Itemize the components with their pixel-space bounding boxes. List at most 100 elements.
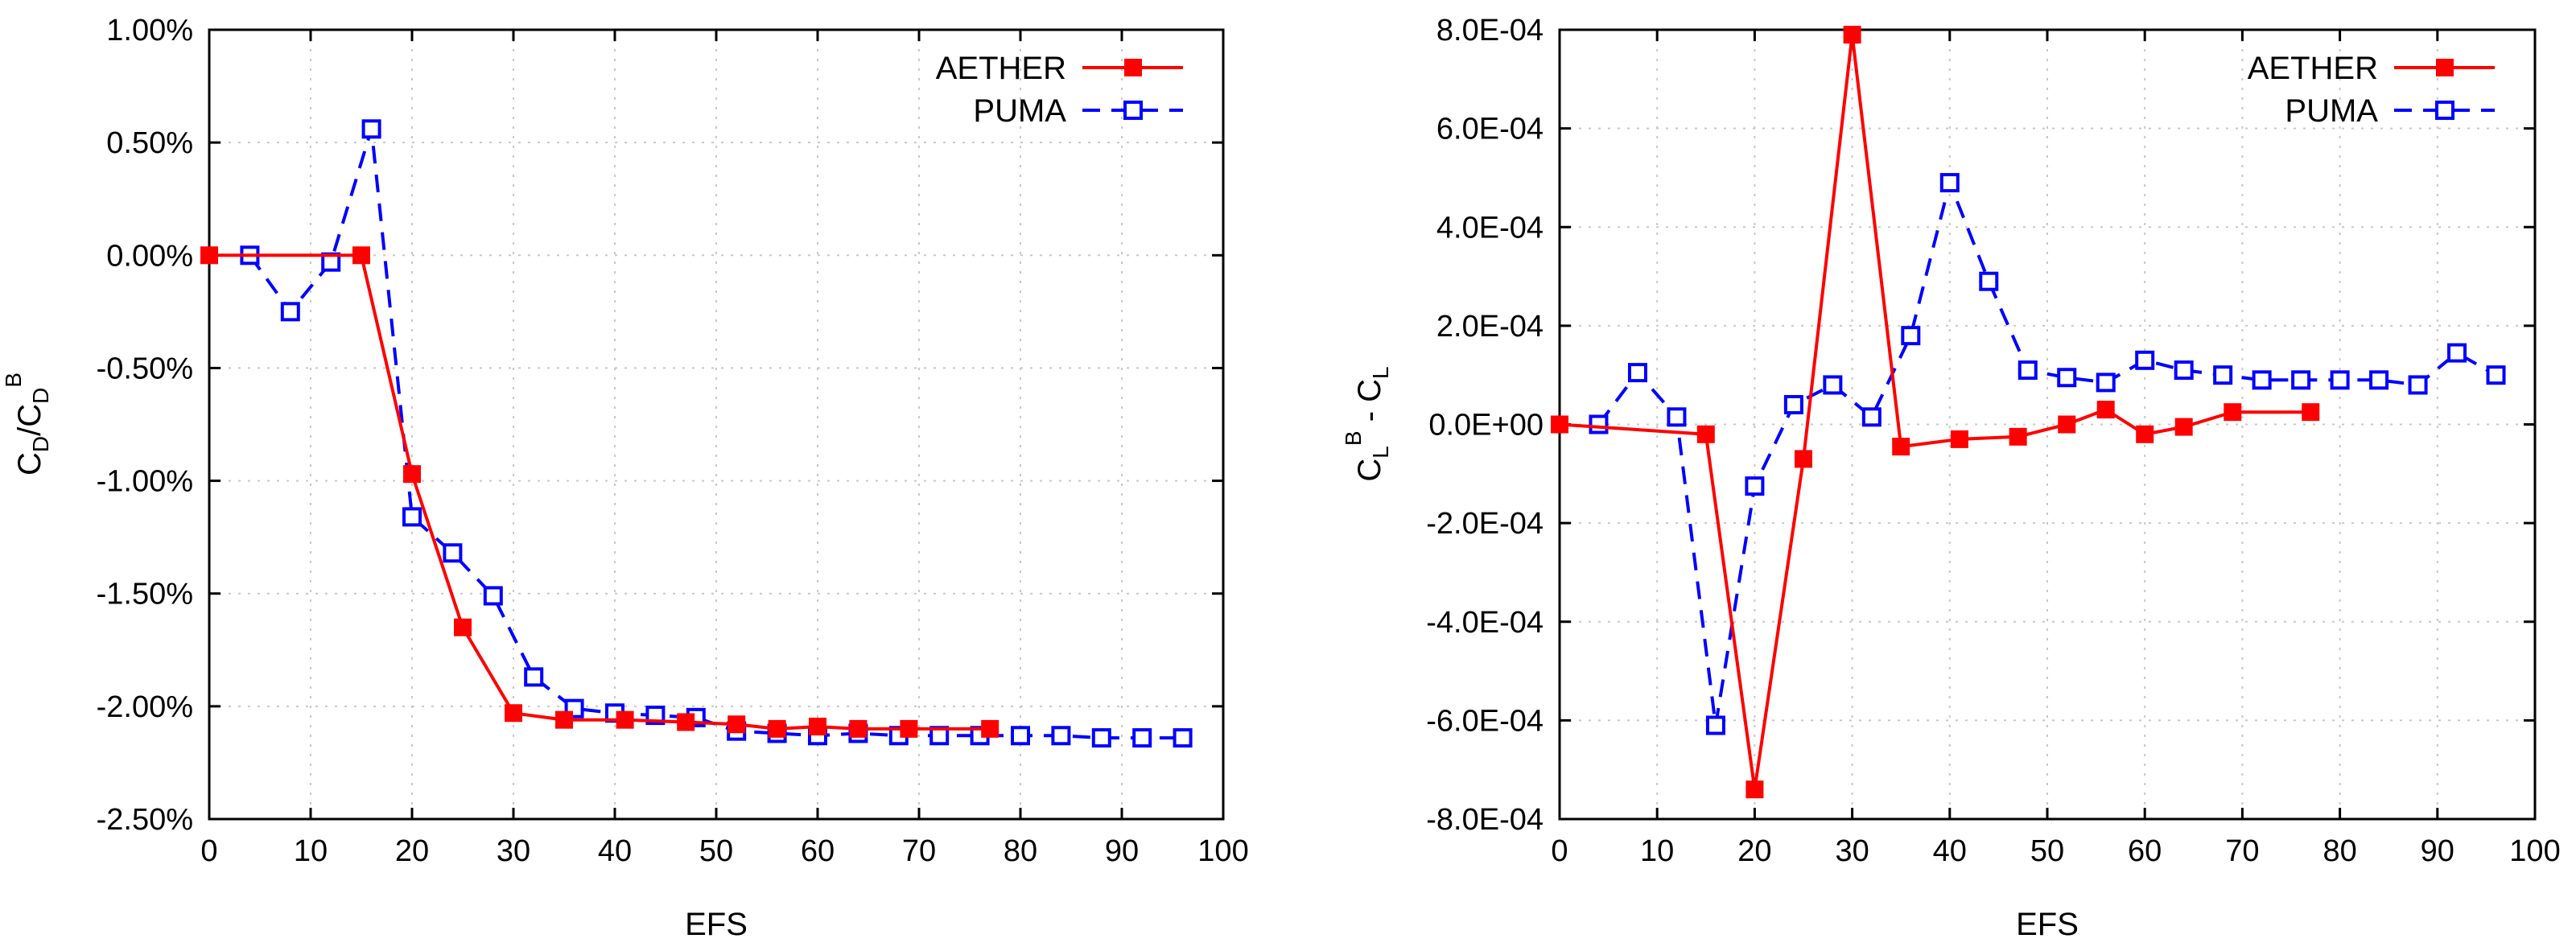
- right-x-tick-label: 20: [1737, 834, 1771, 868]
- right-point-puma: [2369, 370, 2389, 390]
- left-point-aether: [900, 719, 918, 738]
- right-x-tick-label: 10: [1640, 834, 1674, 868]
- right-point-puma: [2486, 365, 2506, 385]
- left-x-tick-label: 80: [1004, 834, 1037, 868]
- left-x-tick-label: 60: [801, 834, 835, 868]
- right-point-aether: [2136, 425, 2154, 443]
- right-point-puma: [2330, 370, 2350, 390]
- left-point-puma: [483, 586, 503, 606]
- left-point-aether: [200, 246, 218, 265]
- left-point-aether: [555, 710, 573, 729]
- left-point-puma: [1011, 726, 1030, 746]
- right-point-aether: [2224, 403, 2242, 422]
- right-point-aether: [1892, 438, 1910, 456]
- right-y-tick-label: 0.0E+00: [1428, 409, 1544, 443]
- left-y-tick-label: -2.50%: [97, 803, 193, 837]
- right-legend-entry-aether: AETHER: [2248, 51, 2495, 86]
- right-y-tick-label: -8.0E-04: [1426, 803, 1544, 837]
- right-point-aether: [2009, 427, 2027, 446]
- left-y-axis-label: CD/CDB: [1, 373, 53, 476]
- right-point-aether: [1843, 26, 1861, 44]
- left-legend-marker-puma: [1123, 101, 1143, 120]
- left-plot-frame: [208, 28, 1225, 821]
- left-point-aether: [768, 719, 786, 738]
- left-x-tick-label: 20: [395, 834, 429, 868]
- left-y-tick-label: 1.00%: [106, 14, 193, 47]
- left-x-tick-label: 90: [1105, 834, 1139, 868]
- right-x-tick-label: 0: [1551, 834, 1568, 868]
- right-x-tick-label: 100: [2509, 834, 2560, 868]
- left-x-tick-label: 100: [1197, 834, 1248, 868]
- right-x-tick-label: 50: [2030, 834, 2064, 868]
- right-point-aether: [2096, 401, 2115, 419]
- right-x-axis-label: EFS: [2016, 907, 2079, 942]
- left-x-tick-label: 10: [294, 834, 328, 868]
- left-legend-entry-aether: AETHER: [936, 51, 1183, 86]
- left-y-tick-label: -1.50%: [97, 578, 193, 611]
- right-point-puma: [2135, 350, 2155, 370]
- left-point-puma: [1091, 728, 1111, 748]
- left-y-tick-label: 0.50%: [106, 126, 193, 160]
- right-x-tick-label: 80: [2323, 834, 2356, 868]
- right-point-puma: [2291, 370, 2311, 390]
- left-point-aether: [981, 719, 999, 738]
- left-point-aether: [454, 618, 472, 636]
- right-point-puma: [1979, 271, 1999, 291]
- left-x-tick-label: 40: [598, 834, 632, 868]
- left-point-aether: [505, 704, 522, 723]
- right-point-aether: [1696, 425, 1715, 443]
- right-point-puma: [2096, 373, 2116, 393]
- right-legend: AETHER PUMA: [2248, 51, 2495, 129]
- right-x-tick-label: 70: [2225, 834, 2259, 868]
- left-series-line-aether: [209, 253, 991, 731]
- left-point-puma: [1132, 728, 1152, 748]
- right-y-tick-label: -2.0E-04: [1426, 507, 1544, 541]
- left-point-aether: [677, 713, 695, 731]
- right-x-tick-label: 40: [1933, 834, 1967, 868]
- right-y-tick-label: 4.0E-04: [1436, 211, 1544, 245]
- left-legend-marker-aether: [1124, 59, 1142, 76]
- right-x-tick-label: 60: [2128, 834, 2162, 868]
- right-point-puma: [1783, 394, 1803, 414]
- right-point-puma: [1823, 375, 1843, 395]
- right-y-axis-label: CLB - CL: [1341, 366, 1393, 481]
- left-point-puma: [443, 543, 463, 563]
- left-x-tick-label: 0: [200, 834, 217, 868]
- right-legend-marker-puma: [2435, 101, 2454, 120]
- right-y-tick-label: -6.0E-04: [1426, 704, 1544, 738]
- right-y-tick-label: 8.0E-04: [1436, 14, 1544, 47]
- right-point-aether: [2174, 418, 2193, 436]
- left-point-aether: [403, 465, 421, 484]
- right-series-line-puma: [1597, 177, 2497, 726]
- right-x-tick-label: 90: [2421, 834, 2454, 868]
- left-point-aether: [809, 718, 826, 736]
- right-legend-marker-aether: [2436, 59, 2454, 76]
- right-legend-label-aether: AETHER: [2248, 51, 2378, 86]
- right-legend-entry-puma: PUMA: [2285, 93, 2495, 129]
- right-point-puma: [1667, 407, 1687, 427]
- left-series-line-puma: [248, 128, 1183, 740]
- right-point-puma: [1705, 715, 1725, 735]
- left-point-puma: [402, 507, 422, 527]
- left-y-tick-label: 0.00%: [106, 239, 193, 273]
- left-chart: 0 10 20 30 40 50 60 70 80 90 100 -2.50% -2.00% -1.50%…: [1, 14, 1249, 942]
- left-point-aether: [616, 710, 634, 729]
- right-x-tick-label: 30: [1835, 834, 1869, 868]
- left-point-puma: [1173, 728, 1193, 748]
- right-legend-label-puma: PUMA: [2285, 93, 2378, 129]
- right-point-puma: [2174, 360, 2194, 381]
- right-point-aether: [2302, 403, 2320, 422]
- right-point-puma: [2018, 360, 2038, 381]
- left-x-axis-label: EFS: [685, 907, 748, 942]
- right-point-puma: [2213, 365, 2233, 385]
- right-chart: 0 10 20 30 40 50 60 70 80 90 100 -8.0E-04 -6.0E-04 -4…: [1341, 14, 2561, 942]
- right-point-puma: [2057, 368, 2077, 388]
- left-x-tick-label: 70: [902, 834, 936, 868]
- left-point-puma: [1051, 726, 1071, 746]
- left-y-tick-label: -2.00%: [97, 690, 193, 724]
- left-y-tick-label: -0.50%: [97, 352, 193, 385]
- left-point-puma: [280, 302, 300, 322]
- right-y-tick-label: 6.0E-04: [1436, 113, 1544, 146]
- right-point-aether: [1950, 430, 1968, 448]
